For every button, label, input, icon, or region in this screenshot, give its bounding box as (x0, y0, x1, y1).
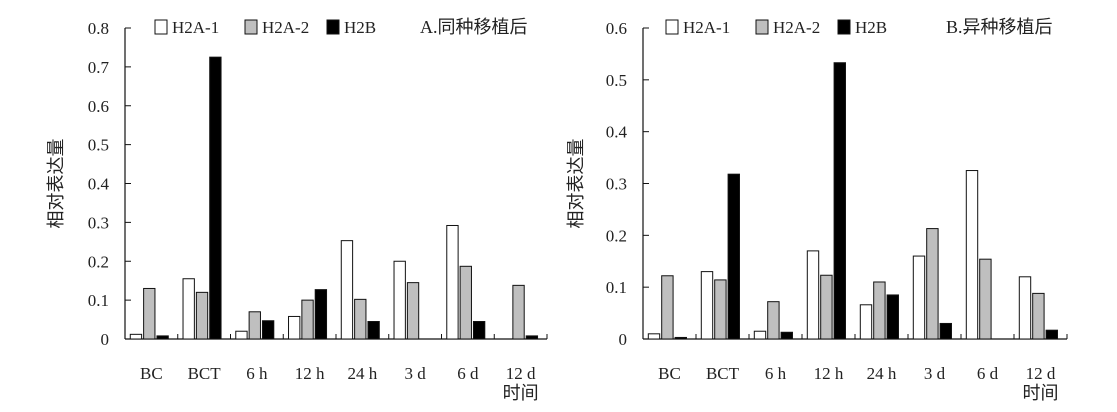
y-tick-label: 0.6 (88, 97, 109, 116)
bar-h2b-BC (156, 335, 169, 340)
chart-title: A.同种移植后 (420, 17, 528, 37)
bar-h2a-2-6h (767, 301, 780, 340)
bar-h2b-BCT (727, 173, 740, 340)
x-tick-label: 12 d (506, 364, 536, 383)
chart-title: B.异种移植后 (946, 17, 1053, 37)
bar-h2b-6h (261, 320, 275, 340)
y-tick-label: 0.4 (606, 123, 628, 142)
legend-swatch-h2a-1 (665, 19, 679, 35)
x-tick-label: BCT (706, 364, 740, 383)
bar-h2a-2-24h (873, 281, 886, 340)
y-tick-label: 0.5 (606, 71, 627, 90)
bar-h2b-12h (833, 62, 846, 340)
bar-h2a-1-3d (912, 255, 926, 340)
y-tick-label: 0.7 (88, 58, 110, 77)
y-tick-label: 0.2 (88, 252, 109, 271)
legend-label: H2A-1 (683, 18, 730, 37)
bar-h2a-1-6h (235, 330, 248, 340)
bar-h2a-1-12h (288, 315, 301, 340)
bar-h2a-2-BCT (714, 279, 727, 340)
x-tick-label: 6 d (457, 364, 479, 383)
bar-h2b-24h (886, 294, 899, 340)
legend-label: H2A-2 (262, 18, 309, 37)
bar-h2b-6h (780, 331, 793, 340)
y-tick-label: 0.5 (88, 136, 109, 155)
y-tick-label: 0 (101, 330, 110, 349)
y-axis-label: 相对表达量 (566, 139, 586, 229)
bar-h2a-2-3d (926, 228, 939, 340)
legend-swatch-h2b (326, 19, 340, 35)
bar-h2b-BC (674, 336, 687, 340)
x-tick-label: 6 h (246, 364, 268, 383)
bar-h2a-1-3d (393, 260, 406, 340)
y-tick-label: 0 (619, 330, 628, 349)
y-tick-label: 0.1 (606, 278, 627, 297)
bar-h2a-1-6d (446, 224, 459, 340)
bar-h2a-1-12d (1018, 276, 1032, 340)
x-tick-label: BCT (188, 364, 222, 383)
bar-h2a-1-BC (647, 333, 661, 340)
legend-label: H2A-2 (773, 18, 820, 37)
y-tick-label: 0.3 (606, 175, 627, 194)
chart-panel-b: 0 0.1 0.2 0.3 0.4 0.5 0.6 BC BCT 6 h 12 h 24 h 3 d 6 … (566, 17, 1068, 403)
x-tick-label: 3 d (924, 364, 946, 383)
bar-h2a-1-24h (859, 304, 873, 340)
bar-h2a-2-3d (406, 282, 420, 340)
bar-h2a-1-24h (340, 240, 354, 340)
legend-label: H2B (344, 18, 376, 37)
x-tick-label: 24 h (867, 364, 897, 383)
bar-h2a-2-24h (354, 298, 367, 340)
bar-h2a-2-6d (979, 258, 992, 340)
x-tick-label: 6 h (765, 364, 787, 383)
y-tick-label: 0.8 (88, 19, 109, 38)
x-axis-label: 时间 (503, 383, 539, 403)
chart-panel-a: 0 0.1 0.2 0.3 0.4 0.5 0.6 0.7 0.8 BC BCT 6 h 12 h 24 … (46, 17, 548, 403)
legend-swatch-h2a-1 (154, 19, 168, 35)
y-tick-label: 0.2 (606, 226, 627, 245)
bar-h2a-2-6d (459, 265, 472, 340)
bar-h2a-1-6h (753, 330, 767, 340)
bar-h2a-2-12h (820, 274, 833, 340)
x-tick-label: 12 d (1026, 364, 1056, 383)
x-axis-label: 时间 (1023, 383, 1059, 403)
y-tick-label: 0.3 (88, 213, 109, 232)
x-tick-label: BC (140, 364, 163, 383)
y-tick-label: 0.4 (88, 175, 110, 194)
legend-swatch-h2a-2 (244, 19, 258, 35)
bar-h2a-1-BCT (182, 278, 195, 340)
y-axis-label: 相对表达量 (46, 139, 66, 229)
x-tick-label: 12 h (814, 364, 844, 383)
bar-h2a-2-12h (301, 299, 314, 340)
x-tick-label: 3 d (405, 364, 427, 383)
legend-swatch-h2a-2 (755, 19, 769, 35)
bar-h2a-1-6d (965, 170, 979, 340)
x-tick-label: 6 d (977, 364, 999, 383)
bar-h2b-3d (939, 322, 952, 340)
x-tick-label: 24 h (348, 364, 378, 383)
bar-h2a-1-BCT (700, 271, 714, 340)
bar-h2a-1-12h (806, 250, 820, 340)
bar-h2b-12d (525, 335, 539, 340)
y-tick-label: 0.6 (606, 19, 627, 38)
bar-h2a-2-12d (512, 284, 525, 340)
bar-h2a-1-BC (129, 333, 143, 340)
legend-label: H2B (855, 18, 887, 37)
bar-h2a-2-BC (661, 275, 674, 340)
bar-h2b-BCT (209, 56, 222, 340)
bar-h2a-2-6h (248, 311, 261, 340)
bar-h2b-24h (367, 321, 380, 340)
bar-h2a-2-12d (1032, 292, 1045, 340)
bar-h2b-12d (1045, 329, 1058, 340)
legend-swatch-h2b (837, 19, 851, 35)
bar-h2a-2-BC (143, 287, 156, 340)
x-tick-label: BC (658, 364, 681, 383)
y-tick-label: 0.1 (88, 291, 109, 310)
legend-label: H2A-1 (172, 18, 219, 37)
bar-h2a-2-BCT (195, 291, 209, 340)
x-tick-label: 12 h (295, 364, 325, 383)
bar-h2b-6d (472, 321, 486, 340)
bar-h2b-12h (314, 289, 328, 340)
